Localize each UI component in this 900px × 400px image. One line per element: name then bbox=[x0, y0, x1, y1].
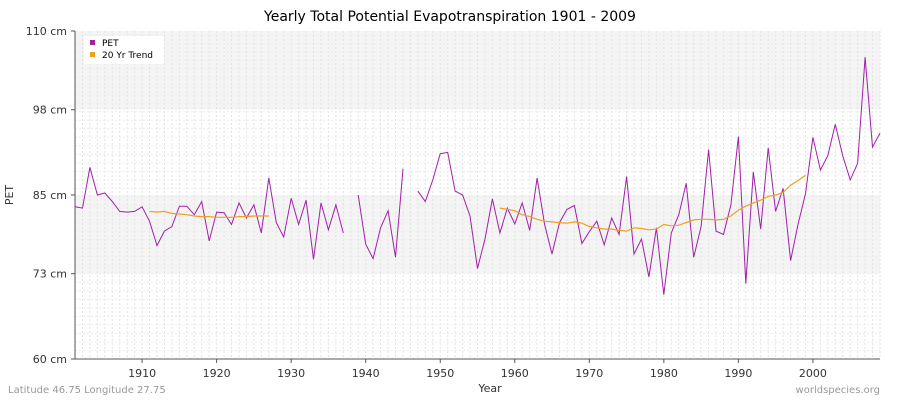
plot-band bbox=[75, 31, 880, 110]
plot-band bbox=[75, 195, 880, 274]
series-line-pet bbox=[357, 168, 404, 261]
x-tick-label: 1930 bbox=[277, 367, 305, 380]
x-tick-label: 1920 bbox=[203, 367, 231, 380]
x-tick-label: 2000 bbox=[799, 367, 827, 380]
x-tick-label: 1980 bbox=[650, 367, 678, 380]
series-line-trend bbox=[149, 210, 269, 218]
x-tick-label: 1950 bbox=[426, 367, 454, 380]
legend-swatch-pet bbox=[90, 40, 95, 45]
x-axis-label: Year bbox=[477, 382, 502, 395]
y-axis-label: PET bbox=[3, 185, 16, 206]
x-tick-label: 1970 bbox=[575, 367, 603, 380]
y-tick-label: 110 cm bbox=[26, 25, 67, 38]
y-tick-label: 98 cm bbox=[33, 104, 67, 117]
chart-title: Yearly Total Potential Evapotranspiratio… bbox=[263, 9, 636, 25]
series-line-pet bbox=[417, 57, 881, 295]
legend: PET 20 Yr Trend bbox=[84, 36, 164, 64]
series-layer bbox=[74, 57, 881, 295]
legend-box bbox=[84, 36, 164, 64]
x-tick-label: 1960 bbox=[501, 367, 529, 380]
series-line-trend bbox=[499, 174, 806, 232]
x-tick-label: 1990 bbox=[724, 367, 752, 380]
footer-source: worldspecies.org bbox=[796, 385, 880, 396]
series-line-pet bbox=[74, 167, 344, 260]
legend-label-trend: 20 Yr Trend bbox=[102, 51, 153, 61]
legend-swatch-trend bbox=[90, 52, 95, 57]
y-tick-label: 60 cm bbox=[33, 353, 67, 366]
x-tick-label: 1910 bbox=[128, 367, 156, 380]
y-tick-label: 73 cm bbox=[33, 268, 67, 281]
axes: 60 cm 73 cm 85 cm 98 cm 110 cm 1910 1920 1930 19… bbox=[26, 25, 880, 380]
footer-coordinates: Latitude 46.75 Longitude 27.75 bbox=[8, 385, 166, 396]
x-tick-label: 1940 bbox=[352, 367, 380, 380]
legend-label-pet: PET bbox=[102, 39, 119, 49]
y-tick-label: 85 cm bbox=[33, 189, 67, 202]
